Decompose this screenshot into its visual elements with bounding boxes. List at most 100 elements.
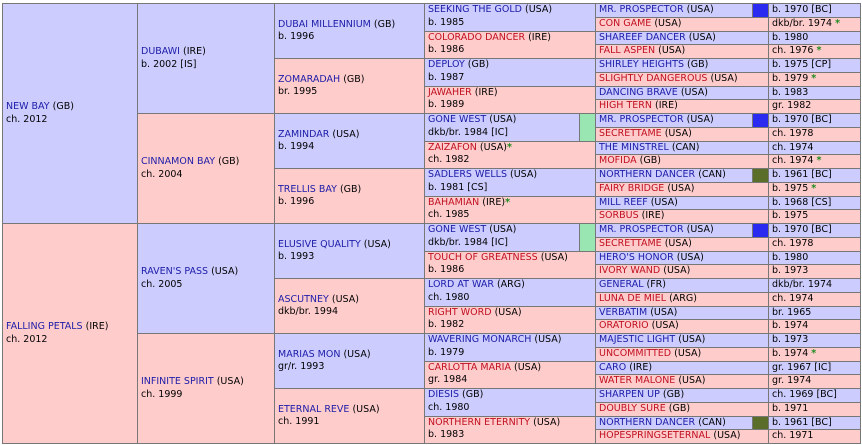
horse-cell: MAJESTIC LIGHT (USA) (595, 333, 769, 348)
horse-country: (USA) (489, 224, 517, 235)
info-text: b. 1961 [BC] (772, 169, 832, 180)
horse-name: MR. PROSPECTOR (599, 224, 684, 235)
horse-name: LORD AT WAR (428, 279, 494, 290)
name-line: SHIRLEY HEIGHTS (GB) (599, 59, 765, 72)
horse-name: SECRETTAME (599, 237, 662, 249)
horse-name: MILL REEF (599, 196, 648, 208)
horse-info: b. 1970 [BC] (772, 4, 857, 17)
horse-cell: ZOMARADAH (GB) br. 1995 (274, 58, 425, 114)
horse-cell: RIGHT WORD (USA) b. 1982 (424, 305, 596, 334)
horse-country: (GB) (339, 183, 362, 195)
horse-country: (USA) (710, 72, 738, 84)
star: * (811, 182, 817, 194)
info-text: b. 1971 (772, 402, 809, 414)
horse-cell: RAVEN'S PASS (USA) ch. 2005 (137, 223, 275, 334)
horse-name: ZAMINDAR (278, 128, 330, 140)
horse-cell: THE MINSTREL (CAN) (595, 140, 769, 156)
horse-name: SHAREEF DANCER (599, 31, 686, 43)
horse-name: SORBUS (599, 210, 639, 222)
name-line: ZAMINDAR (USA) (278, 129, 421, 142)
horse-info: dkb/br. 1994 (278, 306, 421, 319)
info-text: b. 1980 (772, 251, 809, 263)
horse-cell: SECRETTAME (USA) (595, 126, 769, 142)
horse-country: (USA) (664, 127, 692, 139)
horse-country: (USA) (676, 251, 704, 263)
horse-country: (IRE) (629, 361, 653, 373)
horse-info: ch. 1991 (278, 416, 421, 429)
horse-name: SECRETTAME (599, 127, 662, 139)
info-text: gr/r. 1993 (278, 361, 325, 372)
name-line: FAIRY BRIDGE (USA) (599, 183, 765, 196)
horse-country: (USA) (686, 114, 714, 125)
horse-country: (USA) (525, 4, 553, 15)
info-text: ch. 1999 (141, 388, 183, 400)
info-text: b. 1986 (428, 264, 465, 275)
horse-info: b. 1975 [CP] (772, 59, 857, 72)
horse-info: b. 1973 (772, 265, 857, 278)
horse-name: MOFIDA (599, 155, 637, 167)
name-line: NORTHERN DANCER (CAN) (599, 169, 765, 182)
name-line: GENERAL (FR) (599, 279, 765, 292)
info-cell: b. 1983 (768, 85, 861, 101)
horse-country: (IRE) (474, 86, 498, 98)
horse-info: b. 1986 (428, 44, 592, 57)
horse-cell: SORBUS (IRE) (595, 209, 769, 224)
horse-name: GONE WEST (428, 114, 487, 125)
info-text: b. 1970 [BC] (772, 114, 832, 125)
horse-cell: TRELLIS BAY (GB) b. 1996 (274, 168, 425, 224)
horse-info: b. 1987 (428, 72, 592, 85)
info-cell: b. 1970 [BC] (768, 113, 861, 128)
name-line: MILL REEF (USA) (599, 197, 765, 210)
horse-country: (USA) (343, 348, 371, 360)
horse-info: b. 1982 (428, 319, 592, 332)
horse-country: (USA) (651, 320, 679, 332)
name-line: SLIGHTLY DANGEROUS (USA) (599, 73, 765, 86)
horse-info: b. 1996 (278, 196, 421, 209)
horse-name: NORTHERN DANCER (599, 169, 696, 180)
name-line: MR. PROSPECTOR (USA) (599, 224, 765, 237)
horse-name: BAHAMIAN (428, 196, 480, 208)
horse-name: NEW BAY (6, 101, 50, 112)
horse-country: (GB) (687, 59, 709, 70)
horse-info: ch. 1974 (772, 142, 857, 155)
star: * (506, 141, 512, 153)
horse-country: (USA) (713, 430, 741, 442)
info-cell: ch. 1978 (768, 126, 861, 142)
name-line: IVORY WAND (USA) (599, 265, 765, 278)
horse-cell: GONE WEST (USA) dkb/br. 1984 [IC] (424, 113, 596, 142)
horse-country: (USA) (667, 182, 695, 194)
horse-cell: FALL ASPEN (USA) (595, 44, 769, 59)
horse-country: (ARG) (669, 292, 697, 304)
info-cell: b. 1973 (768, 333, 861, 348)
badge (579, 114, 595, 141)
horse-country: (IRE) (655, 100, 678, 112)
name-line: HERO'S HONOR (USA) (599, 252, 765, 265)
horse-cell: MOFIDA (GB) (595, 154, 769, 169)
info-text: b. 1983 (772, 86, 809, 98)
horse-country: (GB) (52, 101, 74, 112)
horse-info: b. 1968 [CS] (772, 197, 857, 210)
info-cell: b. 1975 * (768, 181, 861, 197)
horse-info: dkb/br. 1974 (772, 279, 857, 292)
horse-country: (USA) (363, 238, 391, 250)
horse-info: b. 1975 (772, 210, 857, 223)
horse-cell: NORTHERN ETERNITY (USA) b. 1983 (424, 415, 596, 444)
name-line: VERBATIM (USA) (599, 307, 765, 320)
horse-name: COLORADO DANCER (428, 31, 526, 43)
horse-name: WAVERING MONARCH (428, 334, 532, 345)
horse-info: b. 1973 (772, 334, 857, 347)
info-text: dkb/br. 1974 (772, 17, 833, 29)
info-cell: b. 1961 [BC] (768, 415, 861, 431)
info-text: gr. 1982 (772, 100, 812, 112)
horse-country: (USA) (678, 375, 706, 387)
horse-info: b. 1986 (428, 264, 592, 277)
info-text: ch. 1980 (428, 401, 470, 413)
horse-country: (USA) (674, 347, 702, 359)
horse-info: ch. 2005 (141, 279, 271, 292)
horse-name: DUBAI MILLENNIUM (278, 18, 371, 30)
name-line: ZOMARADAH (GB) (278, 74, 421, 87)
horse-name: MR. PROSPECTOR (599, 4, 684, 15)
horse-info: b. 1974 * (772, 348, 857, 361)
horse-country: (IRE) (641, 210, 665, 222)
